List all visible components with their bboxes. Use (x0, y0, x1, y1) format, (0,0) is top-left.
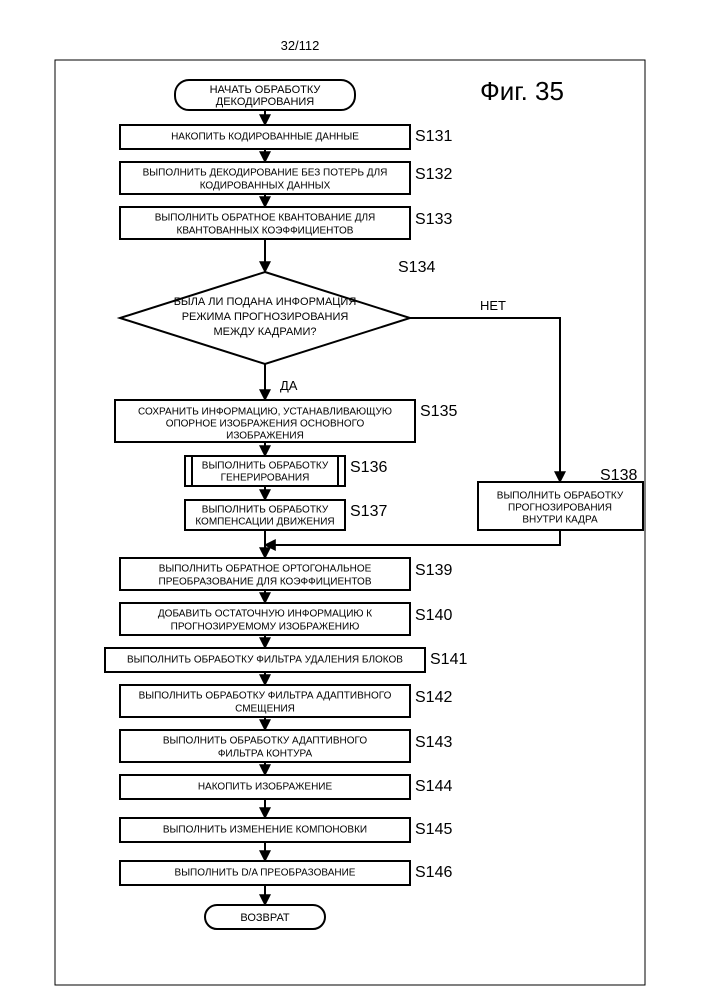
svg-text:ВЫПОЛНИТЬ ОБРАБОТКУ ФИЛЬТРА УД: ВЫПОЛНИТЬ ОБРАБОТКУ ФИЛЬТРА УДАЛЕНИЯ БЛО… (127, 655, 403, 666)
decision-s134: БЫЛА ЛИ ПОДАНА ИНФОРМАЦИЯ РЕЖИМА ПРОГНОЗ… (120, 259, 435, 364)
svg-text:ДОБАВИТЬ ОСТАТОЧНУЮ ИНФОРМАЦИЮ: ДОБАВИТЬ ОСТАТОЧНУЮ ИНФОРМАЦИЮ К (158, 609, 372, 620)
label-s131: S131 (415, 128, 452, 145)
step-s137: ВЫПОЛНИТЬ ОБРАБОТКУ КОМПЕНСАЦИИ ДВИЖЕНИЯ… (185, 500, 387, 530)
step-s133: ВЫПОЛНИТЬ ОБРАТНОЕ КВАНТОВАНИЕ ДЛЯ КВАНТ… (120, 207, 452, 239)
label-s143: S143 (415, 734, 452, 751)
arrow-merge-right (265, 530, 560, 545)
label-s132: S132 (415, 166, 452, 183)
svg-text:СОХРАНИТЬ ИНФОРМАЦИЮ, УСТАНАВЛ: СОХРАНИТЬ ИНФОРМАЦИЮ, УСТАНАВЛИВАЮЩУЮ (138, 407, 392, 418)
svg-text:ОПОРНОЕ ИЗОБРАЖЕНИЯ ОСНОВНОГО: ОПОРНОЕ ИЗОБРАЖЕНИЯ ОСНОВНОГО (166, 419, 365, 430)
step-s141: ВЫПОЛНИТЬ ОБРАБОТКУ ФИЛЬТРА УДАЛЕНИЯ БЛО… (105, 648, 467, 672)
step-s142: ВЫПОЛНИТЬ ОБРАБОТКУ ФИЛЬТРА АДАПТИВНОГО … (120, 685, 452, 717)
svg-text:ИЗОБРАЖЕНИЯ: ИЗОБРАЖЕНИЯ (226, 431, 304, 442)
page-number: 32/112 (281, 38, 320, 53)
step-s143: ВЫПОЛНИТЬ ОБРАБОТКУ АДАПТИВНОГО ФИЛЬТРА … (120, 730, 452, 762)
label-s141: S141 (430, 651, 467, 668)
step-s139: ВЫПОЛНИТЬ ОБРАТНОЕ ОРТОГОНАЛЬНОЕ ПРЕОБРА… (120, 558, 452, 590)
svg-text:ВЫПОЛНИТЬ ДЕКОДИРОВАНИЕ БЕЗ ПО: ВЫПОЛНИТЬ ДЕКОДИРОВАНИЕ БЕЗ ПОТЕРЬ ДЛЯ (143, 168, 388, 179)
svg-text:БЫЛА ЛИ ПОДАНА ИНФОРМАЦИЯ: БЫЛА ЛИ ПОДАНА ИНФОРМАЦИЯ (174, 296, 357, 308)
svg-text:ПРЕОБРАЗОВАНИЕ ДЛЯ КОЭФФИЦИЕНТ: ПРЕОБРАЗОВАНИЕ ДЛЯ КОЭФФИЦИЕНТОВ (159, 577, 372, 588)
svg-text:ВНУТРИ КАДРА: ВНУТРИ КАДРА (522, 515, 598, 526)
svg-text:ВЫПОЛНИТЬ ОБРАБОТКУ ФИЛЬТРА АД: ВЫПОЛНИТЬ ОБРАБОТКУ ФИЛЬТРА АДАПТИВНОГО (139, 691, 392, 702)
svg-text:НАКОПИТЬ ИЗОБРАЖЕНИЕ: НАКОПИТЬ ИЗОБРАЖЕНИЕ (198, 782, 333, 793)
svg-text:НЕТ: НЕТ (480, 298, 506, 313)
label-s135: S135 (420, 403, 457, 420)
step-s132: ВЫПОЛНИТЬ ДЕКОДИРОВАНИЕ БЕЗ ПОТЕРЬ ДЛЯ К… (120, 162, 452, 194)
svg-text:ВОЗВРАТ: ВОЗВРАТ (240, 912, 290, 924)
svg-text:ВЫПОЛНИТЬ ОБРАТНОЕ ОРТОГОНАЛЬН: ВЫПОЛНИТЬ ОБРАТНОЕ ОРТОГОНАЛЬНОЕ (159, 564, 372, 575)
svg-text:ДЕКОДИРОВАНИЯ: ДЕКОДИРОВАНИЯ (216, 96, 315, 108)
svg-text:ВЫПОЛНИТЬ ОБРАБОТКУ: ВЫПОЛНИТЬ ОБРАБОТКУ (497, 491, 624, 502)
step-s140: ДОБАВИТЬ ОСТАТОЧНУЮ ИНФОРМАЦИЮ К ПРОГНОЗ… (120, 603, 452, 635)
svg-text:КВАНТОВАННЫХ КОЭФФИЦИЕНТОВ: КВАНТОВАННЫХ КОЭФФИЦИЕНТОВ (177, 226, 354, 237)
svg-text:КОМПЕНСАЦИИ ДВИЖЕНИЯ: КОМПЕНСАЦИИ ДВИЖЕНИЯ (195, 517, 334, 528)
terminator-start: НАЧАТЬ ОБРАБОТКУ ДЕКОДИРОВАНИЯ (175, 80, 355, 110)
svg-text:ВЫПОЛНИТЬ ОБРАБОТКУ АДАПТИВНОГ: ВЫПОЛНИТЬ ОБРАБОТКУ АДАПТИВНОГО (163, 736, 368, 747)
svg-text:ВЫПОЛНИТЬ ОБРАБОТКУ: ВЫПОЛНИТЬ ОБРАБОТКУ (202, 461, 329, 472)
step-s136: ВЫПОЛНИТЬ ОБРАБОТКУ ГЕНЕРИРОВАНИЯ S136 (185, 456, 387, 486)
svg-text:КОДИРОВАННЫХ ДАННЫХ: КОДИРОВАННЫХ ДАННЫХ (200, 181, 331, 192)
svg-text:МЕЖДУ КАДРАМИ?: МЕЖДУ КАДРАМИ? (214, 326, 317, 338)
label-s136: S136 (350, 459, 387, 476)
svg-text:РЕЖИМА ПРОГНОЗИРОВАНИЯ: РЕЖИМА ПРОГНОЗИРОВАНИЯ (182, 311, 349, 323)
branch-yes-label: ДА (280, 378, 298, 393)
svg-text:ФИЛЬТРА КОНТУРА: ФИЛЬТРА КОНТУРА (218, 749, 313, 760)
label-s133: S133 (415, 211, 452, 228)
svg-text:ВЫПОЛНИТЬ ОБРАБОТКУ: ВЫПОЛНИТЬ ОБРАБОТКУ (202, 505, 329, 516)
label-s146: S146 (415, 864, 452, 881)
svg-text:ПРОГНОЗИРУЕМОМУ ИЗОБРАЖЕНИЮ: ПРОГНОЗИРУЕМОМУ ИЗОБРАЖЕНИЮ (171, 622, 360, 633)
step-s131: НАКОПИТЬ КОДИРОВАННЫЕ ДАННЫЕ S131 (120, 125, 452, 149)
label-s138: S138 (600, 467, 637, 484)
step-s144: НАКОПИТЬ ИЗОБРАЖЕНИЕ S144 (120, 775, 452, 799)
terminator-end: ВОЗВРАТ (205, 905, 325, 929)
step-s146: ВЫПОЛНИТЬ D/A ПРЕОБРАЗОВАНИЕ S146 (120, 861, 452, 885)
svg-text:ВЫПОЛНИТЬ ОБРАТНОЕ КВАНТОВАНИЕ: ВЫПОЛНИТЬ ОБРАТНОЕ КВАНТОВАНИЕ ДЛЯ (155, 213, 376, 224)
label-s140: S140 (415, 607, 452, 624)
label-s137: S137 (350, 503, 387, 520)
step-s145: ВЫПОЛНИТЬ ИЗМЕНЕНИЕ КОМПОНОВКИ S145 (120, 818, 452, 842)
svg-text:НАКОПИТЬ КОДИРОВАННЫЕ ДАННЫЕ: НАКОПИТЬ КОДИРОВАННЫЕ ДАННЫЕ (171, 132, 359, 143)
flowchart-diagram: 32/112 Фиг. 35 НАЧАТЬ ОБРАБОТКУ ДЕКОДИРО… (0, 0, 707, 1000)
label-s134: S134 (398, 259, 435, 276)
label-s144: S144 (415, 778, 452, 795)
label-s145: S145 (415, 821, 452, 838)
svg-text:ПРОГНОЗИРОВАНИЯ: ПРОГНОЗИРОВАНИЯ (508, 503, 612, 514)
svg-text:ВЫПОЛНИТЬ D/A ПРЕОБРАЗОВАНИЕ: ВЫПОЛНИТЬ D/A ПРЕОБРАЗОВАНИЕ (175, 868, 356, 879)
arrow-no: НЕТ (410, 298, 560, 482)
svg-text:НАЧАТЬ ОБРАБОТКУ: НАЧАТЬ ОБРАБОТКУ (210, 84, 322, 96)
step-s135: СОХРАНИТЬ ИНФОРМАЦИЮ, УСТАНАВЛИВАЮЩУЮ ОП… (115, 400, 457, 442)
figure-label: Фиг. 35 (480, 76, 564, 106)
label-s142: S142 (415, 689, 452, 706)
svg-text:ГЕНЕРИРОВАНИЯ: ГЕНЕРИРОВАНИЯ (221, 473, 310, 484)
label-s139: S139 (415, 562, 452, 579)
svg-text:ВЫПОЛНИТЬ ИЗМЕНЕНИЕ КОМПОНОВКИ: ВЫПОЛНИТЬ ИЗМЕНЕНИЕ КОМПОНОВКИ (163, 825, 367, 836)
svg-text:СМЕЩЕНИЯ: СМЕЩЕНИЯ (235, 704, 295, 715)
